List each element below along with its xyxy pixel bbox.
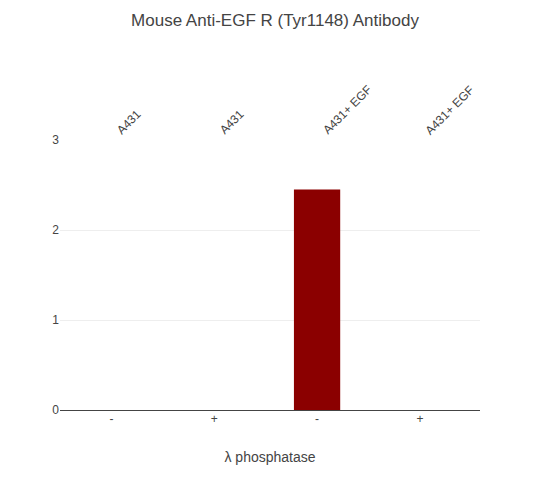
svg-text:+: + — [211, 412, 218, 426]
svg-text:-: - — [109, 412, 113, 426]
svg-text:+: + — [416, 412, 423, 426]
svg-text:A431: A431 — [114, 107, 144, 137]
svg-text:3: 3 — [52, 133, 59, 147]
svg-text:-: - — [315, 412, 319, 426]
svg-text:A431+ EGF: A431+ EGF — [320, 82, 374, 136]
svg-text:λ phosphatase: λ phosphatase — [224, 449, 315, 465]
svg-text:2: 2 — [52, 223, 59, 237]
svg-text:1: 1 — [52, 313, 59, 327]
svg-text:0: 0 — [52, 403, 59, 417]
svg-text:A431: A431 — [217, 107, 247, 137]
svg-text:Mouse Anti-EGF R (Tyr1148) Ant: Mouse Anti-EGF R (Tyr1148) Antibody — [131, 11, 419, 30]
svg-text:A431+ EGF: A431+ EGF — [422, 83, 476, 137]
